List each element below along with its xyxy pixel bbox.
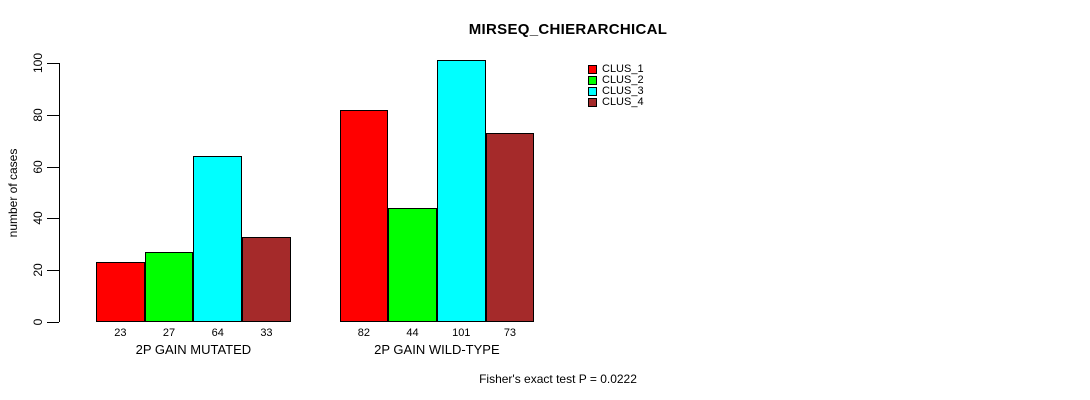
legend-swatch-clus_1 [588,65,597,74]
y-axis-tick-label: 100 [31,52,45,74]
y-axis-line [59,63,60,322]
bar-clus_4-1 [485,133,535,322]
y-axis-tick-label: 60 [31,160,45,174]
chart-title: MIRSEQ_CHIERARCHICAL [468,21,668,38]
legend-item: CLUS_1 [588,63,644,75]
bar-clus_3-0 [193,156,243,322]
bar-value-label: 82 [357,327,370,339]
y-axis-tick-label: 40 [31,211,45,225]
y-axis-tick [47,167,59,168]
y-axis-tick-label: 20 [31,263,45,277]
bar-clus_2-1 [388,208,437,322]
bar-value-label: 73 [503,327,517,339]
bar-value-label: 33 [260,327,273,339]
bar-value-label: 44 [406,327,419,339]
bar-clus_3-1 [436,60,486,322]
y-axis-tick-label: 80 [31,108,45,122]
y-axis-title: number of cases [6,148,20,238]
legend-item: CLUS_3 [588,85,644,97]
legend-item-label: CLUS_1 [602,63,644,75]
legend-item: CLUS_2 [588,74,644,86]
legend-swatch-clus_4 [588,98,597,107]
x-category-label: 2P GAIN MUTATED [135,342,252,357]
bar-clus_4-0 [242,237,291,322]
legend-item-label: CLUS_4 [602,96,644,108]
x-category-label: 2P GAIN WILD-TYPE [374,342,500,357]
bar-clus_1-0 [96,262,145,322]
y-axis-tick [47,270,59,271]
y-axis-tick [47,115,59,116]
legend-swatch-clus_2 [588,76,597,85]
y-axis-tick [47,63,59,64]
legend-swatch-clus_3 [588,87,597,96]
y-axis-tick-label: 0 [31,318,45,326]
stats-annotation: Fisher's exact test P = 0.0222 [479,372,637,386]
bar-value-label: 27 [162,327,176,339]
bar-value-label: 64 [211,327,224,339]
y-axis-tick [47,218,59,219]
y-axis-tick [47,322,59,323]
bar-value-label: 101 [452,327,471,339]
legend-item-label: CLUS_2 [602,74,644,86]
legend-item: CLUS_4 [588,96,644,108]
bar-value-label: 23 [114,327,127,339]
bar-clus_2-0 [144,252,194,322]
legend: CLUS_1 CLUS_2 CLUS_3 CLUS_4 [588,63,644,109]
bar-clus_1-1 [339,110,389,322]
legend-item-label: CLUS_3 [602,85,644,97]
